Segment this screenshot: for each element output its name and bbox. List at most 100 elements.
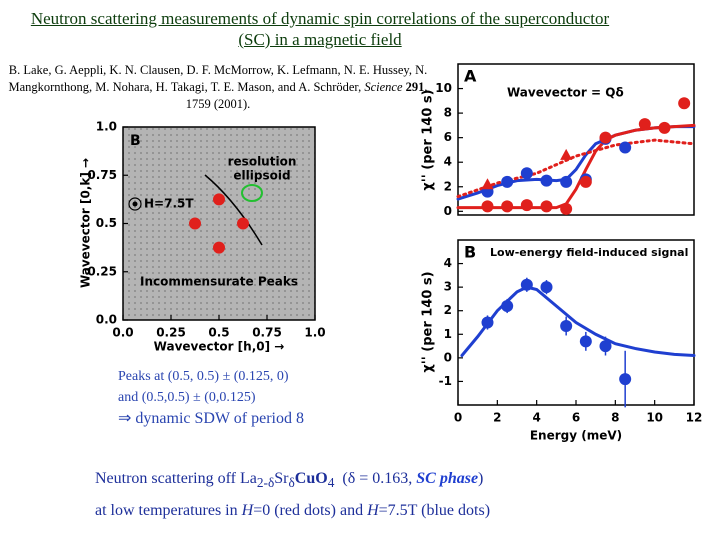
plot-frame (457, 63, 695, 216)
text: ) (478, 470, 484, 487)
data-point (501, 300, 514, 312)
footer-line: at low temperatures in H=0 (red dots) an… (95, 502, 490, 520)
subscript: 2-δ (256, 475, 275, 491)
data-point (520, 167, 533, 180)
subscript: 4 (327, 475, 335, 491)
data-point (579, 175, 592, 188)
data-point (481, 316, 494, 329)
data-point (213, 241, 225, 254)
footer-line: Neutron scattering off La2-δSrδCuO4 (δ =… (95, 470, 483, 491)
reference: B. Lake, G. Aeppli, K. N. Clausen, D. F.… (8, 62, 428, 113)
text: at low temperatures in (95, 502, 238, 519)
note: ⇒ dynamic SDW of period 8 (118, 410, 304, 427)
variable: H (367, 502, 379, 519)
y-axis-label: χ'' (per 140 s) (421, 271, 436, 372)
field-marker-ring (128, 197, 142, 211)
journal: Science (364, 80, 403, 94)
text: (δ = 0.163, (334, 470, 413, 487)
y-tick-label: 2 (444, 303, 452, 317)
y-tick-label: 0 (444, 204, 452, 218)
data-point (237, 217, 249, 230)
map-texture (123, 127, 315, 320)
text: CuO (294, 470, 328, 487)
data-point (501, 175, 514, 188)
note: Peaks at (0.5, 0.5) ± (0.125, 0) (118, 369, 289, 384)
notes: Peaks at (0.5, 0.5) ± (0.125, 0) and (0.… (118, 366, 304, 429)
text: =7.5T (blue dots) (378, 502, 491, 519)
text: Neutron scattering off La (95, 470, 257, 487)
x-tick-label: 0.25 (156, 326, 186, 340)
data-point (520, 199, 533, 212)
panel-label: B (464, 243, 476, 262)
data-point (560, 320, 573, 333)
y-tick-label: 0.75 (87, 168, 117, 182)
note: and (0.5,0.5) ± (0,0.125) (118, 390, 256, 405)
x-tick-label: 0.5 (208, 326, 229, 340)
figure-background (420, 60, 702, 442)
y-axis-label: Wavevector [0,k] → (79, 158, 93, 288)
field-marker-dot (132, 201, 138, 207)
variable: H (241, 502, 254, 519)
data-point (579, 335, 592, 348)
x-tick-label: 2 (493, 411, 501, 425)
highlight: SC phase (416, 470, 479, 487)
pages: , 1759 (2001). (185, 80, 428, 111)
y-tick-label: 10 (435, 81, 452, 95)
data-point (560, 148, 573, 160)
x-tick-label: 0.0 (112, 326, 133, 340)
data-point (560, 175, 573, 188)
y-tick-label: 0.25 (87, 264, 117, 278)
data-point (501, 200, 514, 213)
y-tick-label: 8 (444, 106, 452, 120)
text: Sr (274, 470, 289, 487)
data-point (638, 118, 651, 131)
annotation: resolution (228, 155, 297, 169)
y-tick-label: 6 (444, 130, 452, 144)
resolution-line (204, 174, 263, 246)
fit-curve (460, 285, 696, 357)
data-point (599, 340, 612, 353)
y-tick-label: 3 (444, 280, 452, 294)
y-tick-label: 0 (444, 350, 452, 364)
x-axis-label: Energy (meV) (530, 429, 622, 443)
panel-text: Wavevector = Qδ (507, 86, 624, 100)
y-axis-label: χ'' (per 140 s) (421, 89, 436, 190)
panel-label: A (464, 67, 477, 86)
x-tick-label: 8 (611, 411, 619, 425)
panel-title: Low-energy field-induced signal (490, 246, 688, 259)
annotation: Incommensurate Peaks (140, 275, 298, 289)
data-point (481, 200, 494, 213)
annotation: H=7.5T (144, 197, 194, 211)
fit-curve (456, 138, 696, 199)
data-point (189, 217, 201, 230)
y-tick-label: 4 (444, 155, 452, 169)
y-tick-label: 2 (444, 179, 452, 193)
authors: B. Lake, G. Aeppli, K. N. Clausen, D. F.… (8, 63, 428, 94)
y-tick-label: 0.0 (96, 313, 117, 327)
x-tick-label: 1.0 (304, 326, 325, 340)
x-axis-label: Wavevector [h,0] → (154, 340, 285, 354)
volume: 291 (405, 80, 425, 94)
data-point (481, 178, 494, 190)
resolution-ellipse (241, 184, 263, 202)
y-tick-label: 1 (444, 327, 452, 341)
text: =0 (red dots) and (253, 502, 364, 519)
data-point (540, 200, 553, 213)
data-point (540, 174, 553, 187)
data-point (658, 121, 671, 134)
x-tick-label: 4 (532, 411, 540, 425)
x-tick-label: 0 (454, 411, 462, 425)
panel-label: B (130, 133, 141, 149)
data-point (619, 141, 632, 154)
x-tick-label: 10 (646, 411, 663, 425)
data-point (520, 278, 533, 291)
y-tick-label: 0.5 (96, 216, 117, 230)
data-point (540, 281, 553, 294)
data-point (678, 97, 691, 110)
data-point (619, 373, 632, 386)
x-tick-label: 12 (686, 411, 703, 425)
y-tick-label: -1 (439, 374, 452, 388)
title: Neutron scattering measurements of dynam… (30, 9, 610, 49)
